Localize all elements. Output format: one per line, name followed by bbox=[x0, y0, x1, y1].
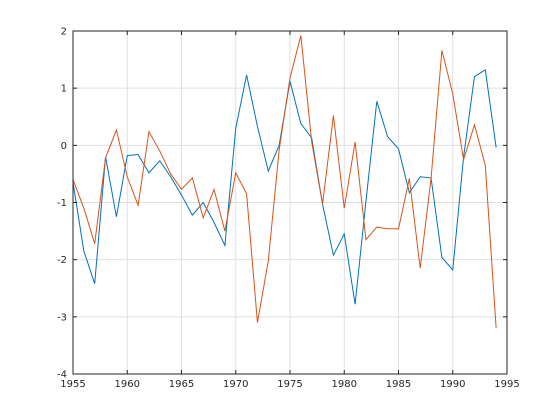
y-tick-label: -1 bbox=[57, 198, 67, 209]
y-tick-label: -3 bbox=[57, 312, 67, 323]
y-tick-label: 1 bbox=[61, 84, 67, 95]
x-tick-label: 1975 bbox=[277, 379, 302, 390]
x-tick-label: 1995 bbox=[494, 379, 519, 390]
y-tick-label: 2 bbox=[61, 27, 67, 38]
y-tick-label: -2 bbox=[57, 255, 67, 266]
x-tick-label: 1980 bbox=[332, 379, 357, 390]
y-tick-label: 0 bbox=[61, 141, 67, 152]
x-tick-label: 1970 bbox=[223, 379, 248, 390]
x-tick-label: 1965 bbox=[169, 379, 194, 390]
x-tick-label: 1990 bbox=[440, 379, 465, 390]
x-tick-label: 1960 bbox=[115, 379, 140, 390]
x-tick-label: 1985 bbox=[386, 379, 411, 390]
series-line-2 bbox=[72, 35, 497, 329]
x-tick-label: 1955 bbox=[60, 379, 85, 390]
y-tick-labels: -4 -3 -2 -1 0 1 2 bbox=[57, 27, 67, 381]
x-tick-labels: 1955 1960 1965 1970 1975 1980 1985 1990 1995 bbox=[60, 379, 519, 390]
series-lines bbox=[72, 35, 497, 329]
y-tick-label: -4 bbox=[57, 370, 67, 381]
tick-marks bbox=[72, 30, 508, 375]
